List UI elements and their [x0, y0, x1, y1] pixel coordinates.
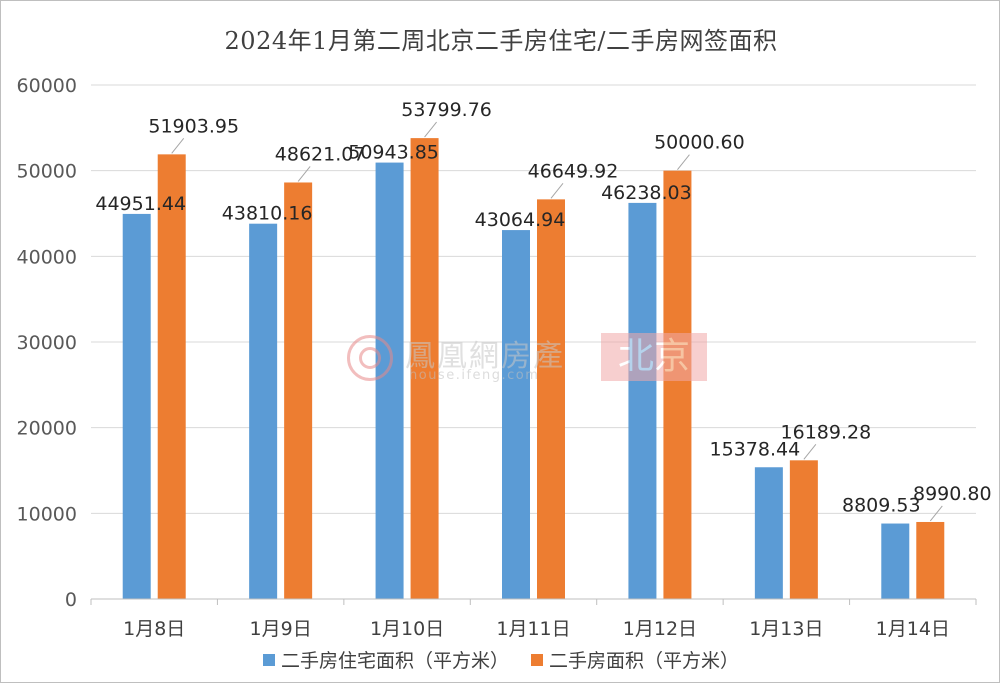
bar-total — [916, 521, 945, 599]
x-tick-label: 1月11日 — [496, 618, 570, 640]
x-tick-label: 1月8日 — [123, 618, 185, 640]
bar-residential — [122, 213, 151, 599]
legend-swatch-residential — [262, 653, 275, 666]
y-tick-label: 30000 — [17, 332, 77, 354]
x-tick-label: 1月13日 — [749, 618, 823, 640]
bar-residential — [375, 162, 404, 599]
data-label: 16189.28 — [781, 421, 872, 443]
bar-total — [284, 182, 313, 600]
y-tick-label: 0 — [65, 589, 77, 611]
data-label: 8809.53 — [842, 495, 921, 517]
bar-residential — [249, 223, 278, 599]
data-label-leader — [677, 154, 690, 170]
gridlines — [91, 84, 976, 514]
legend-swatch-total — [531, 653, 543, 666]
bars — [122, 138, 945, 600]
bar-total — [789, 460, 818, 599]
data-label: 43810.16 — [222, 203, 313, 225]
data-label: 44951.44 — [95, 193, 186, 215]
data-label: 8990.80 — [913, 483, 992, 505]
bar-total — [537, 199, 565, 599]
data-label: 50000.60 — [654, 132, 745, 154]
data-label: 15378.44 — [710, 438, 801, 460]
y-tick-label: 20000 — [17, 418, 77, 440]
y-tick-label: 40000 — [17, 246, 77, 268]
data-labels: 44951.44 43810.16 50943.85 43064.94 46238.03… — [95, 99, 992, 522]
bar-residential — [502, 230, 530, 599]
bar-residential — [754, 467, 783, 599]
data-label-leader — [171, 138, 185, 154]
data-label-leader — [929, 505, 943, 522]
legend: 二手房住宅面积（平方米） 二手房面积（平方米） — [1, 646, 1000, 673]
data-label-leader — [424, 121, 437, 138]
data-label-leader — [803, 443, 817, 460]
data-label-leader — [550, 183, 564, 199]
data-label: 46238.03 — [601, 182, 692, 204]
data-label: 50943.85 — [348, 142, 439, 164]
y-tick-label: 50000 — [17, 161, 77, 183]
data-label-leader — [297, 166, 311, 182]
x-tick-label: 1月9日 — [250, 618, 312, 640]
x-tick-label: 1月14日 — [876, 618, 950, 640]
bar-residential — [881, 523, 910, 599]
data-label: 48621.07 — [275, 143, 366, 165]
data-label: 43064.94 — [475, 209, 566, 231]
x-tick-label: 1月10日 — [370, 618, 444, 640]
data-label: 53799.76 — [401, 99, 492, 121]
legend-label-residential: 二手房住宅面积（平方米） — [280, 650, 509, 672]
x-tick-label: 1月12日 — [623, 618, 697, 640]
y-tick-label: 10000 — [17, 503, 77, 525]
bar-total — [157, 154, 186, 600]
data-label: 46649.92 — [528, 160, 619, 182]
chart-title: 2024年1月第二周北京二手房住宅/二手房网签面积 — [224, 27, 778, 55]
bar-total — [663, 170, 692, 599]
legend-item-residential: 二手房住宅面积（平方米） — [262, 646, 509, 673]
bar-residential — [628, 202, 657, 599]
y-tick-label: 60000 — [17, 75, 77, 97]
data-label: 51903.95 — [148, 115, 239, 137]
bar-total — [410, 138, 439, 599]
legend-label-total: 二手房面积（平方米） — [549, 650, 740, 672]
axes: 0 10000 20000 30000 40000 50000 60000 1月8日 1月9日 1… — [17, 75, 977, 640]
legend-item-total: 二手房面积（平方米） — [531, 646, 739, 673]
